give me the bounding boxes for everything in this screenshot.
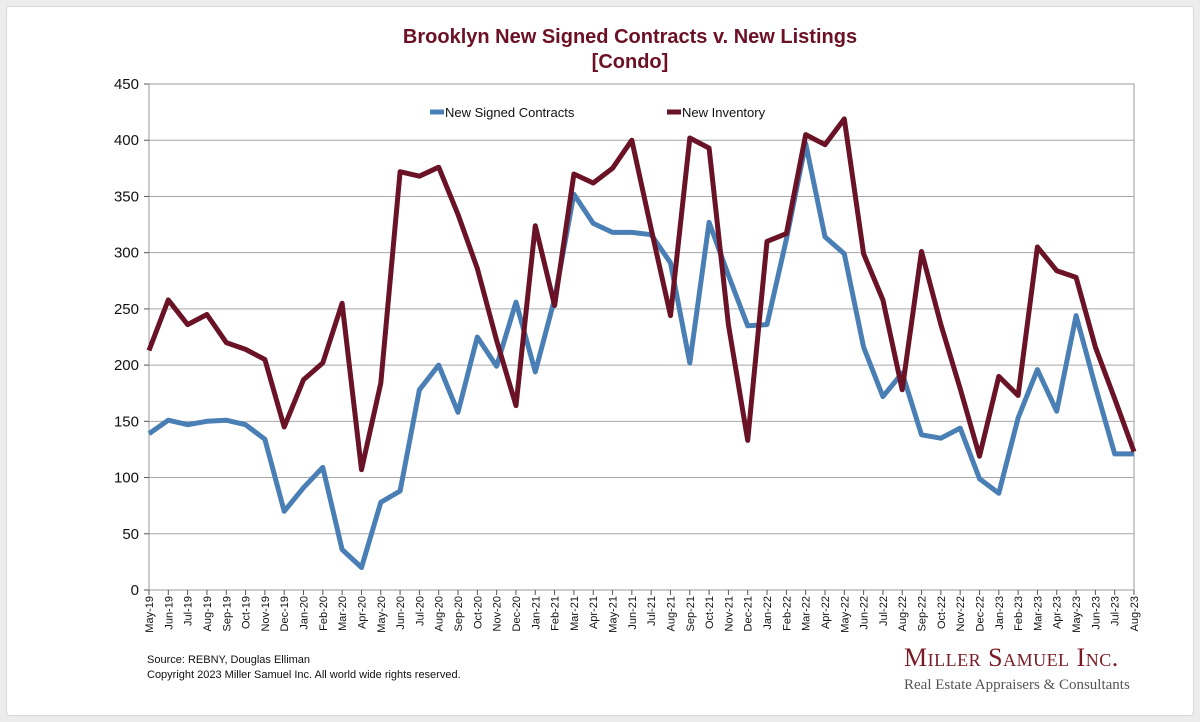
x-tick-label: Nov-21 [723,596,735,631]
x-tick-label: May-21 [608,596,620,633]
x-tick-label: Jun-19 [163,596,175,630]
x-tick-label: Jun-21 [627,596,639,630]
x-tick-label: Mar-22 [801,596,813,631]
x-tick-label: Jul-22 [878,596,890,626]
source-note: Source: REBNY, Douglas Elliman [147,654,311,666]
x-tick-label: Mar-20 [337,596,349,631]
series-line-new-inventory [146,116,1137,473]
x-tick-label: Jul-21 [646,596,658,626]
x-tick-label: Jul-23 [1110,596,1122,626]
x-tick-label: Jun-23 [1090,596,1102,630]
x-tick-label: May-23 [1071,596,1083,633]
x-tick-label: Oct-20 [472,596,484,629]
y-tick-label: 100 [114,470,139,487]
x-tick-label: Jan-23 [994,596,1006,630]
x-tick-label: Aug-20 [434,596,446,631]
x-tick-label: Feb-22 [781,596,793,631]
x-tick-label: Jan-22 [762,596,774,630]
x-tick-label: Sep-22 [917,596,929,631]
x-tick-label: Oct-19 [241,596,253,629]
x-tick-label: Jun-22 [859,596,871,630]
x-tick-label: Jul-19 [183,596,195,626]
chart-title: Brooklyn New Signed Contracts v. New Lis… [402,26,858,48]
x-tick-label: Jan-21 [530,596,542,630]
x-tick-label: May-22 [839,596,851,633]
x-tick-label: Dec-20 [511,596,523,631]
y-tick-label: 50 [122,526,139,543]
x-tick-label: Nov-19 [260,596,272,631]
legend-label: New Inventory [682,105,766,120]
y-tick-label: 450 [114,76,139,93]
y-tick-label: 300 [114,245,139,262]
brand-tagline: Real Estate Appraisers & Consultants [904,677,1130,693]
x-tick-label: Oct-22 [936,596,948,629]
legend-label: New Signed Contracts [445,105,575,120]
y-tick-label: 0 [131,582,139,599]
x-tick-label: Aug-22 [897,596,909,631]
y-tick-label: 400 [114,132,139,149]
x-tick-label: Feb-20 [318,596,330,631]
x-tick-label: Sep-21 [685,596,697,631]
series-line-new-signed-contracts [147,141,1134,570]
chart-subtitle: [Condo] [591,51,669,73]
x-tick-label: Apr-23 [1052,596,1064,629]
y-tick-label: 350 [114,188,139,205]
x-tick-label: Dec-22 [974,596,986,631]
x-tick-label: Aug-23 [1129,596,1141,631]
x-tick-label: Apr-22 [820,596,832,629]
x-tick-label: Oct-21 [704,596,716,629]
x-tick-label: May-20 [376,596,388,633]
chart-card [6,6,1194,716]
x-tick-label: Aug-19 [202,596,214,631]
x-tick-label: Nov-22 [955,596,967,631]
x-tick-label: Mar-23 [1032,596,1044,631]
x-tick-label: Apr-20 [356,596,368,629]
plot-area [148,83,1135,591]
x-tick-label: Sep-20 [453,596,465,631]
x-tick-label: Sep-19 [221,596,233,631]
brand-logo-name: Miller Samuel Inc. [904,643,1119,672]
x-tick-label: Feb-21 [550,596,562,631]
x-tick-label: Mar-21 [569,596,581,631]
x-tick-label: Jun-20 [395,596,407,630]
y-tick-label: 250 [114,301,139,318]
x-tick-label: May-19 [144,596,156,633]
x-tick-label: Aug-21 [665,596,677,631]
y-tick-label: 150 [114,413,139,430]
y-tick-label: 200 [114,357,139,374]
x-tick-label: Nov-20 [492,596,504,631]
x-tick-label: Dec-19 [279,596,291,631]
x-tick-label: Dec-21 [743,596,755,631]
x-tick-label: Apr-21 [588,596,600,629]
x-tick-label: Jul-20 [414,596,426,626]
x-tick-label: Feb-23 [1013,596,1025,631]
copyright-note: Copyright 2023 Miller Samuel Inc. All wo… [147,669,461,681]
x-tick-label: Jan-20 [299,596,311,630]
